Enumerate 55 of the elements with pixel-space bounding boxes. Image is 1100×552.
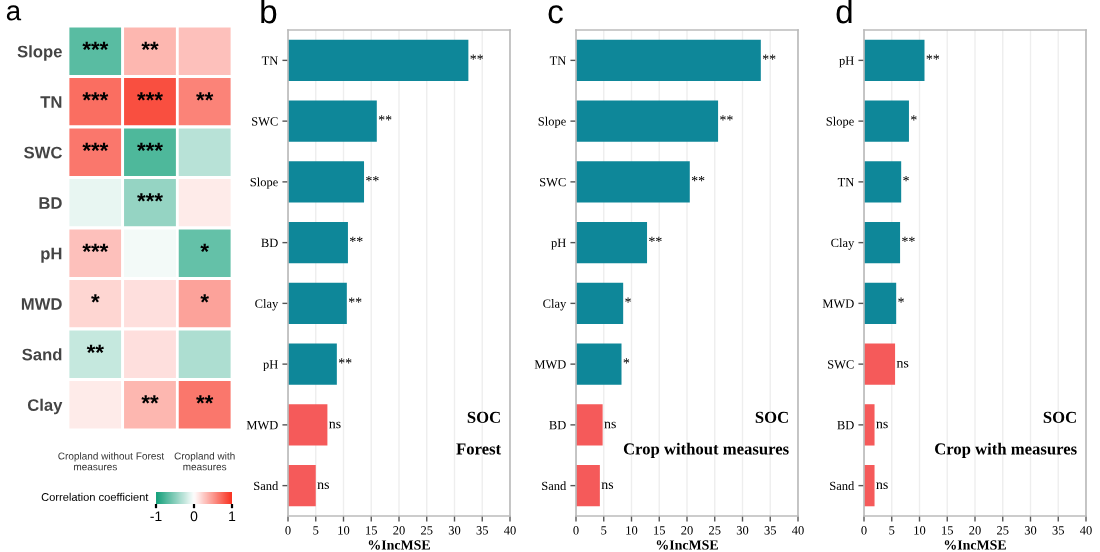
data-label: *** [137,193,163,202]
bar [864,343,896,385]
bar [864,464,875,507]
y-tick-label: Clay [27,398,63,415]
bar [288,404,328,446]
data-label: ** [196,92,214,101]
data-label: * [200,294,209,303]
data-label: *** [82,41,109,50]
y-tick-label: Sand [22,348,62,361]
annotation: Crop without measures [623,442,789,458]
bar [288,161,365,203]
bar [576,282,624,325]
data-label: ** [141,395,159,404]
annotation: Crop with measures [935,442,1077,458]
bar [576,343,622,385]
y-tick-label: Slope [17,45,62,61]
data-label: *** [137,92,163,101]
bar [576,39,761,82]
data-label: *** [137,142,163,151]
bar [288,282,347,325]
data-label: *** [82,243,109,252]
annotation: Forest [456,443,502,455]
bar [288,343,337,385]
bar [288,39,469,82]
bar [576,100,719,142]
y-tick-label: TN [40,96,62,108]
bar [576,404,603,446]
annotation: SOC [467,411,500,423]
bar [576,161,690,203]
bar [288,464,316,507]
y-tick-label: BD [39,197,62,209]
data-label: *** [82,142,109,151]
annotation: SOC [755,411,788,423]
data-label: *** [82,92,109,101]
bar [864,39,925,82]
y-tick-label: pH [41,247,62,263]
data-label: * [91,294,100,303]
bar [864,100,909,142]
y-tick-label: SWC [24,146,62,159]
y-tick-label: MWD [21,298,62,310]
bar [864,404,875,446]
bar [576,464,600,507]
bar [288,100,377,142]
annotation: SOC [1043,411,1076,423]
bar [288,221,348,264]
chart-title: a [6,5,22,21]
data-label: ** [86,344,104,353]
bar [864,221,901,264]
chart-title: c [548,5,563,24]
data-label: * [200,243,209,252]
bar [864,282,897,325]
data-label: ** [196,395,214,404]
data-label: ** [141,41,159,50]
bar [576,221,648,264]
bar [864,161,902,203]
